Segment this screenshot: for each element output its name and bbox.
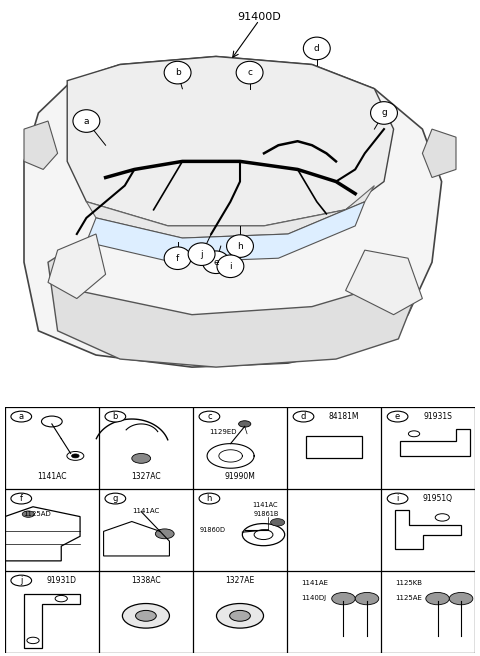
Text: f: f	[20, 494, 23, 503]
Text: 91931S: 91931S	[423, 412, 452, 421]
Text: f: f	[176, 254, 179, 262]
Text: 1141AC: 1141AC	[252, 502, 277, 508]
Circle shape	[371, 102, 397, 124]
Circle shape	[387, 411, 408, 422]
Text: 1125AD: 1125AD	[24, 511, 51, 517]
Text: h: h	[207, 494, 212, 503]
Circle shape	[199, 411, 220, 422]
Circle shape	[426, 592, 449, 605]
Circle shape	[355, 592, 379, 605]
Text: 1125KB: 1125KB	[395, 580, 422, 586]
Text: j: j	[200, 250, 203, 258]
Text: 1141AE: 1141AE	[301, 580, 328, 586]
Circle shape	[303, 37, 330, 60]
Text: 91400D: 91400D	[237, 12, 281, 22]
Text: e: e	[213, 258, 219, 267]
Text: 91861B: 91861B	[254, 512, 279, 518]
Circle shape	[332, 592, 355, 605]
Circle shape	[236, 61, 263, 84]
Text: 1140DJ: 1140DJ	[301, 595, 326, 601]
Text: d: d	[314, 44, 320, 53]
Circle shape	[449, 592, 473, 605]
Text: 1338AC: 1338AC	[131, 576, 161, 585]
Circle shape	[229, 610, 251, 621]
Text: j: j	[20, 576, 23, 585]
Circle shape	[217, 255, 244, 277]
Circle shape	[239, 420, 251, 427]
Circle shape	[135, 610, 156, 621]
Text: 91990M: 91990M	[225, 472, 255, 482]
Circle shape	[271, 519, 285, 526]
Text: i: i	[229, 262, 232, 271]
Text: 91931D: 91931D	[46, 576, 76, 585]
Text: 1327AC: 1327AC	[131, 472, 161, 482]
Text: h: h	[237, 241, 243, 251]
Polygon shape	[422, 129, 456, 178]
Circle shape	[164, 247, 191, 270]
Circle shape	[387, 493, 408, 504]
Text: 1327AE: 1327AE	[226, 576, 254, 585]
Text: 84181M: 84181M	[328, 412, 359, 421]
Text: 1125AE: 1125AE	[395, 595, 422, 601]
Circle shape	[72, 454, 79, 458]
Text: 91951Q: 91951Q	[422, 494, 453, 503]
Text: 1129ED: 1129ED	[209, 429, 237, 435]
Polygon shape	[24, 56, 442, 367]
Text: b: b	[113, 412, 118, 421]
Text: c: c	[207, 412, 212, 421]
Circle shape	[11, 493, 32, 504]
Circle shape	[132, 453, 151, 463]
Circle shape	[188, 243, 215, 266]
Text: i: i	[396, 494, 399, 503]
Circle shape	[164, 61, 191, 84]
Circle shape	[105, 411, 126, 422]
Circle shape	[293, 411, 314, 422]
Circle shape	[11, 575, 32, 586]
Text: d: d	[301, 412, 306, 421]
Text: a: a	[84, 117, 89, 125]
Circle shape	[216, 604, 264, 628]
Polygon shape	[67, 56, 394, 226]
Circle shape	[156, 529, 174, 539]
Circle shape	[73, 110, 100, 133]
Circle shape	[22, 511, 35, 518]
Polygon shape	[48, 250, 413, 367]
Text: a: a	[19, 412, 24, 421]
Polygon shape	[48, 234, 106, 298]
Circle shape	[227, 235, 253, 257]
Text: b: b	[175, 68, 180, 77]
Circle shape	[122, 604, 169, 628]
Circle shape	[199, 493, 220, 504]
Text: g: g	[113, 494, 118, 503]
Polygon shape	[86, 202, 365, 262]
Text: 91860D: 91860D	[200, 527, 226, 533]
Polygon shape	[86, 186, 374, 238]
Polygon shape	[24, 121, 58, 169]
Circle shape	[11, 411, 32, 422]
Circle shape	[105, 493, 126, 504]
Text: g: g	[381, 108, 387, 117]
Text: 1141AC: 1141AC	[132, 508, 159, 514]
Polygon shape	[346, 250, 422, 315]
Text: 1141AC: 1141AC	[37, 472, 67, 482]
Circle shape	[203, 251, 229, 274]
Bar	[306, 436, 362, 459]
Text: e: e	[395, 412, 400, 421]
Text: c: c	[247, 68, 252, 77]
